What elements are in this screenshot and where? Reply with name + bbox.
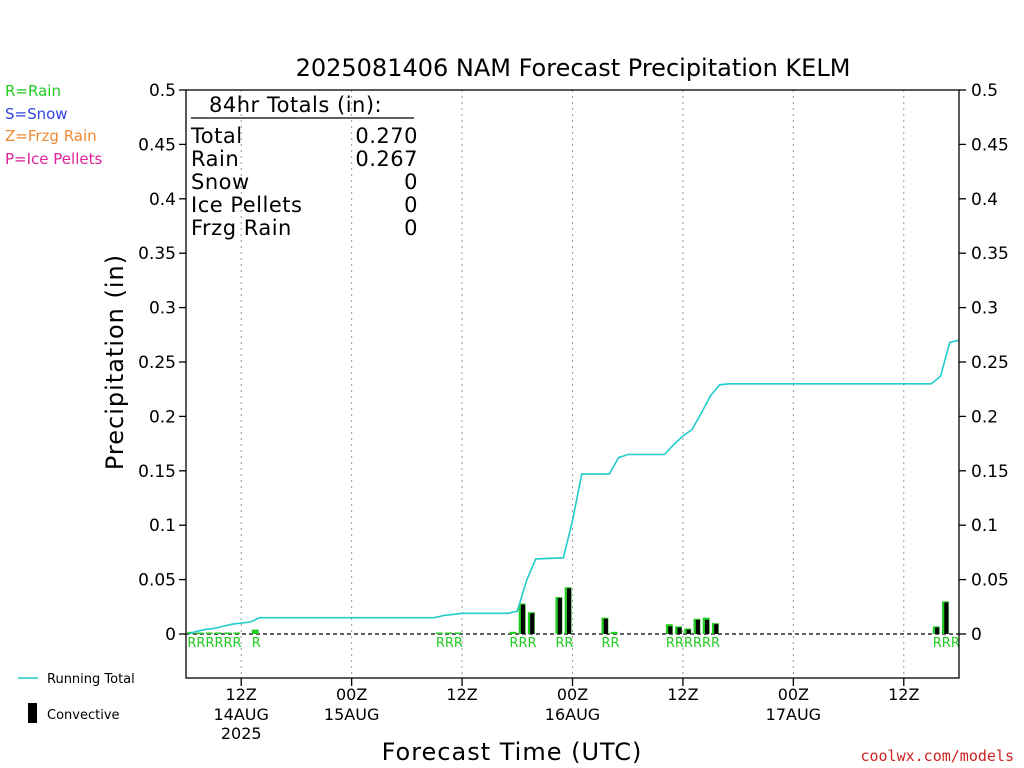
y-axis-ticks: 0 00.05 0.050.1 0.10.15 0.150.2 0.20.25 0.250.… — [138, 81, 1009, 645]
y-tick-label-right: 0.25 — [971, 353, 1009, 373]
convective-bar — [520, 604, 526, 634]
precip-type-marker: RRR — [509, 636, 536, 651]
plot-frame — [185, 89, 960, 679]
y-tick-label-left: 0.1 — [149, 516, 176, 536]
convective-bar — [557, 598, 562, 634]
y-tick-label-left: 0.3 — [149, 299, 176, 319]
y-tick-label-right: 0.1 — [971, 516, 998, 536]
convective-bar — [935, 627, 940, 634]
y-tick-label-right: 0.2 — [971, 407, 998, 427]
x-tick-label-time: 00Z — [557, 685, 588, 704]
totals-box: 84hr Totals (in): Total 0.270 Rain 0.267… — [190, 93, 418, 240]
totals-label-ice-pellets: Ice Pellets — [191, 193, 302, 217]
precip-type-marker: RR — [601, 636, 619, 651]
precip-type-markers: RRRRRR R RRR RRR RR RR RRRRRR RRR — [187, 636, 960, 651]
y-tick-label-right: 0.4 — [971, 190, 998, 210]
y-tick-label-right: 0.5 — [971, 81, 998, 101]
x-axis-label: Forecast Time (UTC) — [382, 738, 643, 766]
x-tick-label-date: 14AUG — [214, 705, 269, 724]
running-total-line — [188, 339, 960, 635]
rain-bar — [610, 631, 618, 634]
y-tick-label-right: 0.45 — [971, 135, 1009, 155]
y-tick-label-left: 0.45 — [138, 135, 176, 155]
y-tick-label-right: 0.3 — [971, 299, 998, 319]
convective-bar — [944, 602, 949, 634]
convective-bar — [530, 613, 535, 634]
y-tick-label-left: 0.5 — [149, 81, 176, 101]
totals-heading: 84hr Totals (in): — [209, 93, 382, 117]
totals-label-total: Total — [190, 124, 243, 148]
convective-bar — [686, 629, 691, 634]
rain-bar — [445, 632, 452, 634]
y-tick-label-left: 0.35 — [138, 244, 176, 264]
y-tick-label-left: 0 — [165, 625, 176, 645]
convective-bar — [668, 626, 673, 634]
totals-value-ice-pellets: 0 — [404, 193, 418, 217]
y-tick-label-right: 0.35 — [971, 244, 1009, 264]
y-tick-label-left: 0.05 — [138, 571, 176, 591]
legend-ice-pellets: P=Ice Pellets — [5, 150, 102, 168]
y-axis-label: Precipitation (in) — [101, 254, 129, 470]
totals-value-snow: 0 — [404, 170, 418, 194]
y-tick-label-left: 0.25 — [138, 353, 176, 373]
x-tick-label-time: 12Z — [446, 685, 477, 704]
precip-type-marker: RRRRRR — [666, 636, 720, 651]
precip-bars — [187, 587, 949, 634]
x-tick-label-time: 12Z — [226, 685, 257, 704]
legend-snow: S=Snow — [5, 105, 68, 123]
y-tick-label-right: 0.05 — [971, 571, 1009, 591]
type-legend: R=Rain S=Snow Z=Frzg Rain P=Ice Pellets — [5, 82, 102, 168]
legend-rain: R=Rain — [5, 82, 61, 100]
x-tick-label-date: 16AUG — [545, 705, 600, 724]
convective-bar — [705, 619, 710, 634]
precip-type-marker: RRR — [436, 636, 463, 651]
totals-value-total: 0.270 — [355, 124, 418, 148]
x-tick-label-time: 12Z — [888, 685, 919, 704]
convective-bar — [566, 588, 572, 634]
rain-bar — [205, 632, 213, 634]
precip-type-marker: RR — [555, 636, 573, 651]
rain-bar — [435, 632, 443, 634]
rain-bar — [509, 631, 517, 634]
credit-text: coolwx.com/models — [860, 747, 1014, 765]
convective-bar — [677, 627, 682, 634]
running-total-legend-label: Running Total — [47, 672, 135, 687]
totals-label-snow: Snow — [191, 170, 250, 194]
rain-bar — [224, 632, 232, 634]
x-tick-label-date: 17AUG — [766, 705, 821, 724]
precip-type-marker: R — [252, 636, 261, 651]
convective-bar — [714, 624, 719, 634]
convective-bar — [603, 618, 608, 634]
rain-bar — [214, 632, 222, 634]
rain-bar — [196, 632, 204, 634]
x-tick-label-year: 2025 — [221, 724, 262, 743]
x-tick-label-time: 12Z — [667, 685, 698, 704]
y-tick-label-right: 0 — [971, 625, 982, 645]
x-tick-label-date: 15AUG — [324, 705, 379, 724]
line-legend: Running Total Convective — [18, 672, 135, 723]
totals-label-frzg-rain: Frzg Rain — [191, 216, 292, 240]
rain-bar — [251, 629, 259, 634]
legend-frzg-rain: Z=Frzg Rain — [5, 127, 97, 145]
precip-type-marker: RRR — [933, 636, 960, 651]
convective-swatch — [28, 703, 37, 723]
rain-bar — [454, 632, 462, 634]
y-tick-label-left: 0.15 — [138, 462, 176, 482]
totals-value-frzg-rain: 0 — [404, 216, 418, 240]
totals-value-rain: 0.267 — [355, 147, 418, 171]
convective-legend-label: Convective — [47, 708, 120, 723]
y-tick-label-left: 0.2 — [149, 407, 176, 427]
y-tick-label-left: 0.4 — [149, 190, 176, 210]
totals-label-rain: Rain — [191, 147, 239, 171]
rain-bar — [233, 632, 241, 634]
x-tick-label-time: 00Z — [778, 685, 809, 704]
x-tick-label-time: 00Z — [336, 685, 367, 704]
convective-bar — [695, 619, 700, 634]
y-tick-label-right: 0.15 — [971, 462, 1009, 482]
precip-type-marker: RRRRRR — [187, 636, 241, 651]
chart-title: 2025081406 NAM Forecast Precipitation KE… — [296, 54, 851, 82]
